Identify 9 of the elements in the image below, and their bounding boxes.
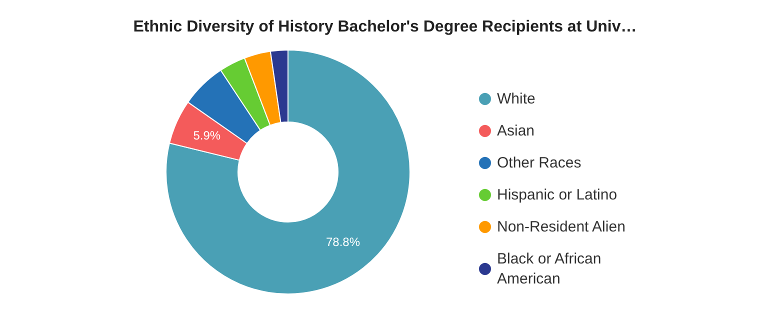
legend-label: Black or African American <box>497 250 602 288</box>
data-label: 5.9% <box>193 128 221 142</box>
legend-label: Other Races <box>497 154 582 172</box>
legend-label: White <box>497 90 536 108</box>
legend-label: Hispanic or Latino <box>497 186 618 204</box>
data-label: 78.8% <box>326 234 360 249</box>
legend-label: Asian <box>497 122 535 140</box>
legend-label: Non-Resident Alien <box>497 218 626 236</box>
chart-title: Ethnic Diversity of History Bachelor's Degree Recipients at Univ… <box>133 18 637 36</box>
